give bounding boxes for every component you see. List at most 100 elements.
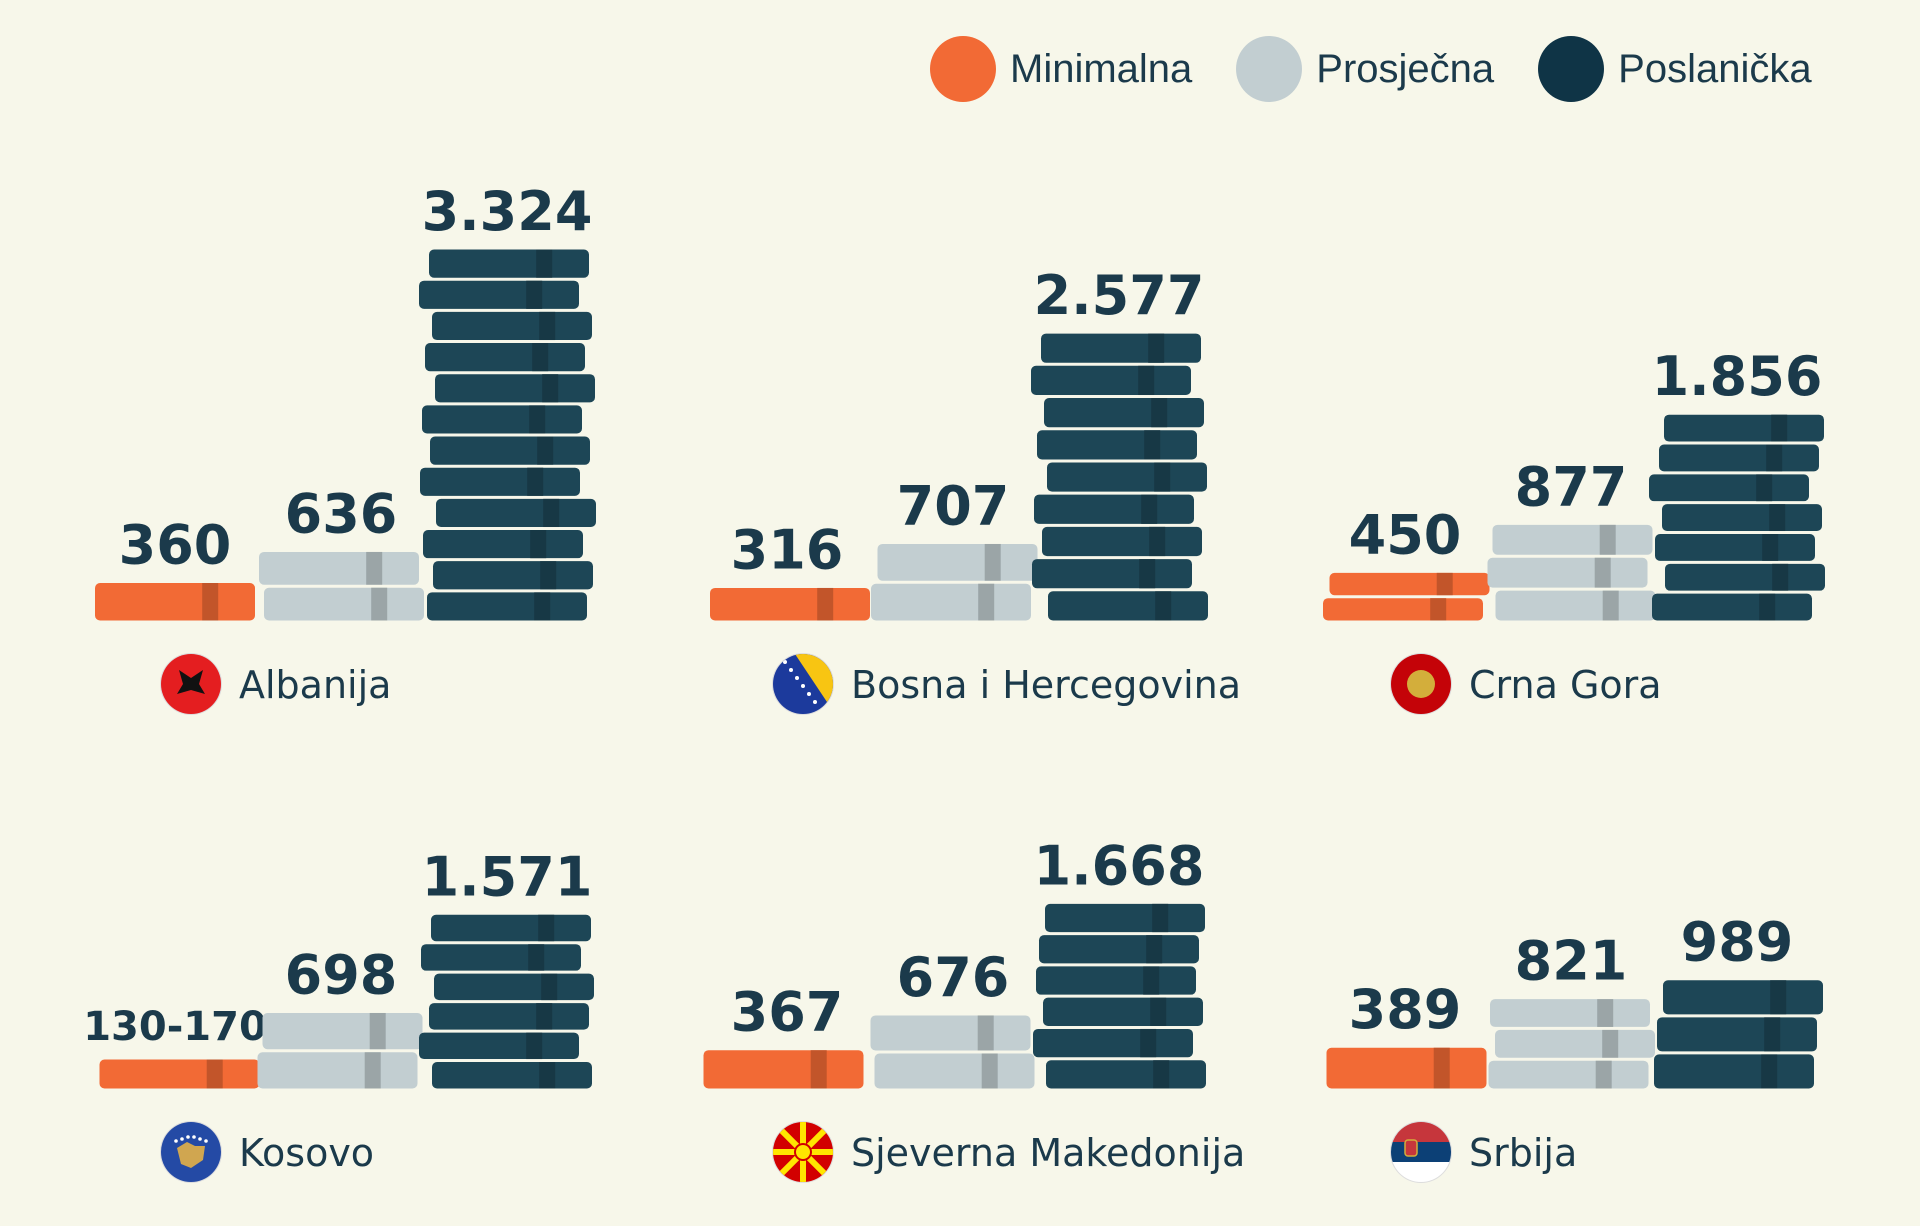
coin-layer-shade — [1430, 598, 1447, 621]
bar-kosovo-poslanicka — [419, 914, 594, 1089]
coin-layer-shade — [1594, 557, 1611, 588]
value-label-sjeverna-makedonija-prosjecna: 676 — [897, 946, 1010, 1009]
coin-layer-shade — [526, 280, 543, 309]
coin-layer — [874, 1053, 1035, 1089]
coin-layer-shade — [202, 583, 219, 621]
country-name-crna-gora: Crna Gora — [1469, 663, 1662, 707]
bar-albanija-prosjecna — [259, 551, 424, 621]
bar-bosna-i-hercegovina-minimalna — [710, 587, 870, 621]
coin-layer-shade — [529, 405, 546, 434]
value-label-albanija-prosjecna: 636 — [285, 482, 398, 545]
coin-layer-shade — [1151, 398, 1168, 428]
coin-layer — [419, 280, 579, 309]
coin-layer — [1036, 966, 1196, 995]
coin-layer-shade — [366, 551, 383, 585]
value-label-bosna-i-hercegovina-minimalna: 316 — [731, 518, 844, 581]
coin-layer — [429, 249, 589, 278]
value-label-sjeverna-makedonija-poslanicka: 1.668 — [1034, 834, 1205, 897]
coin-layer — [1664, 414, 1824, 442]
bar-albanija-poslanicka — [419, 249, 596, 621]
coin-layer — [1043, 997, 1203, 1026]
bar-srbija-minimalna — [1326, 1047, 1487, 1089]
coin-layer-shade — [536, 1003, 553, 1030]
legend-label-poslanicka: Poslanička — [1618, 46, 1812, 91]
value-label-srbija-prosjecna: 821 — [1515, 930, 1628, 993]
coin-layer — [1657, 1017, 1817, 1052]
bar-crna-gora-poslanicka — [1649, 414, 1825, 621]
coin-layer-shade — [536, 249, 553, 278]
coin-layer — [257, 1052, 418, 1089]
coin-layer-shade — [206, 1059, 223, 1089]
north-macedonia-flag-icon-art — [773, 1122, 833, 1182]
coin-layer-shade — [1602, 590, 1619, 621]
coin-layer-shade — [1150, 997, 1167, 1026]
coin-layer — [425, 343, 585, 372]
coin-layer — [1037, 430, 1197, 460]
coin-layer — [262, 1012, 423, 1050]
country-group-albanija: 360 636 3.324 Albanija — [95, 180, 596, 715]
bar-kosovo-prosjecna — [257, 1012, 423, 1089]
coin-layer-shade — [1766, 444, 1783, 472]
coin-layer — [99, 1059, 260, 1089]
kosovo-flag-icon-art — [161, 1122, 221, 1182]
coin-layer-shade — [1154, 462, 1171, 492]
coin-layer — [1041, 333, 1201, 363]
coin-layer-shade — [1770, 980, 1787, 1015]
coin-layer — [433, 561, 593, 590]
bar-crna-gora-prosjecna — [1487, 524, 1656, 621]
bar-sjeverna-makedonija-minimalna — [703, 1050, 864, 1089]
coin-layer — [431, 914, 591, 942]
legend-item-minimalna: Minimalna — [930, 36, 1192, 102]
coin-layer-shade — [1148, 333, 1165, 363]
coin-layer-shade — [1597, 999, 1614, 1027]
coin-layer-shade — [977, 1015, 994, 1051]
coin-layer — [429, 1003, 589, 1030]
coin-layer — [1665, 563, 1825, 591]
coin-layer-shade — [1146, 935, 1163, 964]
coin-layer — [1045, 903, 1205, 933]
coin-layer-shade — [537, 436, 554, 465]
coin-layer-shade — [1759, 593, 1776, 621]
legend-swatch-poslanicka — [1538, 36, 1605, 102]
legend-label-minimalna: Minimalna — [1010, 46, 1193, 91]
coin-layer-shade — [527, 467, 544, 496]
coin-layer-shade — [981, 1053, 998, 1089]
coin-layer-shade — [1433, 1047, 1450, 1089]
bar-bosna-i-hercegovina-prosjecna — [871, 543, 1038, 621]
coin-layer — [1487, 557, 1648, 588]
coin-layer-shade — [1769, 504, 1786, 532]
value-label-kosovo-prosjecna: 698 — [285, 943, 398, 1006]
legend-swatch-prosjecna — [1236, 36, 1303, 102]
bar-sjeverna-makedonija-prosjecna — [870, 1015, 1035, 1089]
coin-layer-shade — [539, 311, 556, 341]
coin-layer-shade — [1155, 591, 1172, 621]
coin-layer — [1047, 462, 1207, 492]
legend-label-prosjecna: Prosječna — [1316, 46, 1495, 91]
country-group-bosna-i-hercegovina: 316 707 2.577 Bosna i Hercegovina — [710, 264, 1241, 715]
coin-layer — [1488, 1060, 1649, 1089]
serbia-flag-icon-art — [1391, 1122, 1451, 1182]
coin-layer — [1042, 526, 1202, 557]
bar-srbija-prosjecna — [1488, 999, 1655, 1089]
legend-swatch-minimalna — [930, 36, 996, 102]
coin-layer — [422, 405, 582, 434]
coin-layer — [1654, 1054, 1814, 1089]
country-name-kosovo: Kosovo — [239, 1131, 374, 1175]
value-label-bosna-i-hercegovina-poslanicka: 2.577 — [1034, 264, 1205, 327]
coin-layer — [95, 583, 255, 621]
coin-layer — [421, 944, 581, 971]
value-label-kosovo-minimalna: 130-170 — [83, 1004, 267, 1050]
country-name-albanija: Albanija — [239, 663, 391, 707]
value-label-albanija-minimalna: 360 — [119, 514, 232, 577]
legend-item-poslanicka: Poslanička — [1538, 36, 1812, 102]
coin-layer — [1662, 504, 1822, 532]
bar-albanija-minimalna — [95, 583, 255, 621]
coin-layer-shade — [538, 914, 555, 942]
bar-srbija-poslanicka — [1654, 980, 1823, 1089]
coin-layer-shade — [1144, 430, 1161, 460]
coin-layer — [419, 1032, 579, 1060]
coin-layer — [1495, 590, 1656, 621]
coin-layer-shade — [540, 561, 557, 590]
